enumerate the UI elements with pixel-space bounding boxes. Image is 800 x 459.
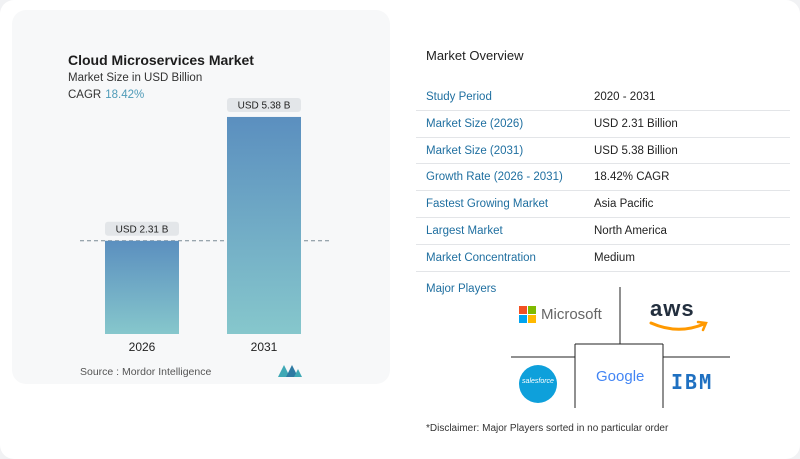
salesforce-logo: salesforce xyxy=(518,364,558,404)
microsoft-squares-icon xyxy=(519,306,536,323)
row-value: North America xyxy=(594,224,667,237)
table-row: Largest Market North America xyxy=(416,218,790,245)
mordor-logo-icon xyxy=(278,365,302,377)
microsoft-wordmark: Microsoft xyxy=(541,306,602,323)
disclaimer-note: *Disclaimer: Major Players sorted in no … xyxy=(426,423,669,434)
overview-table: Study Period 2020 - 2031 Market Size (202… xyxy=(416,84,790,272)
row-value: Asia Pacific xyxy=(594,198,654,211)
row-value: 18.42% CAGR xyxy=(594,171,670,184)
row-label: Market Size (2026) xyxy=(426,117,524,130)
row-label: Market Size (2031) xyxy=(426,144,524,157)
google-logo: Google xyxy=(596,368,646,388)
row-value: Medium xyxy=(594,251,635,264)
ibm-wordmark: IBM xyxy=(671,370,714,394)
row-value: USD 5.38 Billion xyxy=(594,144,678,157)
major-players-title: Major Players xyxy=(426,283,497,295)
salesforce-wordmark: salesforce xyxy=(522,378,554,385)
aws-wordmark: aws xyxy=(650,296,695,321)
table-row: Study Period 2020 - 2031 xyxy=(416,84,790,111)
google-wordmark: Google xyxy=(596,368,645,385)
table-row: Market Size (2031) USD 5.38 Billion xyxy=(416,138,790,165)
table-row: Market Concentration Medium xyxy=(416,245,790,272)
row-label: Largest Market xyxy=(426,224,503,237)
ibm-logo: IBM xyxy=(671,370,731,394)
chart-panel xyxy=(12,10,390,384)
row-value: USD 2.31 Billion xyxy=(594,117,678,130)
row-label: Growth Rate (2026 - 2031) xyxy=(426,171,563,184)
row-value: 2020 - 2031 xyxy=(594,91,656,103)
microsoft-logo: Microsoft xyxy=(519,305,609,325)
row-label: Fastest Growing Market xyxy=(426,198,549,211)
cagr-line: CAGR 18.42% xyxy=(68,89,144,101)
cagr-label: CAGR xyxy=(68,89,102,101)
chart-title: Cloud Microservices Market xyxy=(68,52,254,68)
table-row: Growth Rate (2026 - 2031) 18.42% CAGR xyxy=(416,164,790,192)
aws-logo: aws xyxy=(648,296,712,336)
table-row: Market Size (2026) USD 2.31 Billion xyxy=(416,111,790,138)
row-label: Market Concentration xyxy=(426,251,536,264)
source-note: Source : Mordor Intelligence xyxy=(80,366,212,378)
salesforce-cloud-icon xyxy=(519,365,557,403)
overview-title: Market Overview xyxy=(426,48,524,63)
chart-subtitle: Market Size in USD Billion xyxy=(68,72,203,84)
aws-smile-icon xyxy=(649,320,708,332)
cagr-value: 18.42% xyxy=(105,89,145,101)
table-row: Fastest Growing Market Asia Pacific xyxy=(416,191,790,218)
row-label: Study Period xyxy=(426,91,492,103)
